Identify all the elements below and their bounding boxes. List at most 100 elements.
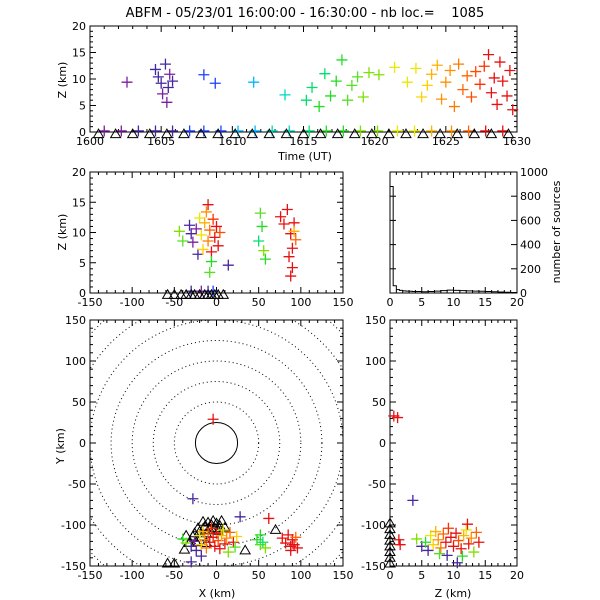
source-marker	[497, 75, 509, 87]
source-marker	[432, 534, 444, 546]
source-marker	[185, 228, 197, 240]
source-marker	[204, 224, 216, 236]
source-marker	[306, 81, 318, 93]
zy-y-tick-label: -50	[368, 478, 386, 491]
sensor-triangle	[468, 128, 481, 139]
range-ring	[131, 360, 302, 526]
source-marker	[248, 76, 260, 88]
hist-ylabel: number of sources	[550, 180, 563, 283]
source-marker	[483, 49, 495, 61]
plan-xlabel: X (km)	[199, 587, 236, 600]
hist-y-tick-label: 1000	[520, 166, 548, 179]
zy-xlabel: Z (km)	[435, 587, 472, 600]
sensor-triangle	[229, 128, 242, 139]
sensor-triangle	[280, 128, 293, 139]
source-marker	[352, 71, 364, 83]
source-marker	[291, 542, 303, 554]
source-marker	[258, 245, 270, 257]
sensor-triangle	[212, 128, 224, 139]
range-rings	[90, 320, 343, 566]
xz-x-tick-label: -150	[78, 296, 103, 309]
time-x-tick-label: 1620	[361, 135, 389, 148]
source-marker	[448, 101, 460, 113]
range-ring	[110, 340, 323, 546]
time-x-tick-label: 1630	[503, 135, 531, 148]
ground-source-marker	[480, 125, 492, 137]
source-marker	[421, 79, 433, 91]
source-marker	[189, 535, 201, 547]
source-marker	[198, 69, 210, 81]
source-marker	[254, 207, 266, 219]
sensor-triangle	[143, 128, 156, 139]
source-marker	[192, 248, 204, 260]
source-marker	[162, 81, 174, 93]
zy-axes-frame	[389, 319, 518, 567]
sensor-triangle	[126, 128, 139, 139]
ground-source-marker	[149, 125, 161, 137]
source-marker	[474, 78, 486, 90]
xz-y-tick-label: 5	[79, 257, 86, 270]
ground-source-marker	[167, 125, 179, 137]
source-marker	[195, 229, 207, 241]
sensor-triangle	[197, 515, 209, 526]
sensor-triangle	[383, 128, 395, 139]
sensor-triangle	[417, 128, 429, 139]
sensor-triangle	[168, 288, 181, 299]
zy-y-tick-label: 0	[379, 437, 386, 450]
source-marker	[173, 225, 185, 237]
hist-x-tick-label: 0	[387, 296, 394, 309]
source-marker	[444, 65, 456, 77]
source-marker	[440, 536, 452, 548]
zy-y-tick-label: -150	[361, 560, 386, 573]
source-marker	[453, 58, 465, 70]
sensor-triangle	[384, 551, 396, 562]
xz-y-tick-label: 20	[72, 166, 86, 179]
zy-y-tick-label: 150	[365, 314, 386, 327]
source-marker	[177, 235, 189, 247]
sensor-triangle	[331, 128, 344, 139]
time-y-tick-label: 15	[72, 47, 86, 60]
range-ring	[152, 381, 281, 505]
source-marker	[451, 557, 463, 569]
sensor-triangle	[92, 128, 105, 139]
xz-x-tick-label: -50	[165, 296, 183, 309]
source-marker	[461, 70, 473, 82]
source-marker	[187, 493, 199, 505]
sensor-triangle	[384, 517, 396, 528]
ground-source-marker	[184, 125, 196, 137]
source-marker	[437, 528, 449, 540]
source-marker	[184, 219, 196, 231]
sensor-triangle	[451, 128, 464, 139]
source-marker	[222, 546, 234, 558]
source-marker	[453, 535, 465, 547]
source-marker	[431, 59, 443, 71]
source-marker	[200, 206, 212, 218]
sensor-triangle	[178, 543, 191, 554]
source-marker	[185, 556, 197, 568]
source-marker	[410, 62, 422, 74]
source-marker	[465, 532, 477, 544]
plan-y-tick-label: 50	[72, 396, 86, 409]
xz-y-tick-label: 15	[72, 196, 86, 209]
zy-x-tick-label: 0	[387, 569, 394, 582]
sensor-triangle	[384, 523, 396, 534]
source-marker	[281, 204, 293, 216]
ground-source-marker	[207, 285, 219, 297]
plan-y-tick-label: 100	[65, 355, 86, 368]
sensor-triangle	[384, 534, 396, 545]
source-marker	[392, 412, 404, 424]
source-marker	[440, 76, 452, 88]
range-ring	[173, 401, 260, 485]
source-marker	[202, 235, 214, 247]
chart-title: ABFM - 05/23/01 16:00:00 - 16:30:00 - nb…	[126, 6, 485, 21]
source-marker	[219, 538, 231, 550]
time-x-tick-label: 1605	[147, 135, 175, 148]
source-marker	[290, 531, 302, 543]
source-marker	[161, 96, 173, 108]
time-y-tick-label: 20	[72, 20, 86, 33]
range-ring	[90, 320, 343, 566]
source-marker	[485, 87, 497, 99]
zy-x-tick-label: 10	[447, 569, 461, 582]
plan-view-panel: X (km) Y (km) -150 -100 -50 0 50 100 150 -150 -1…	[54, 314, 354, 600]
hist-y-tick-label: 600	[520, 214, 541, 227]
